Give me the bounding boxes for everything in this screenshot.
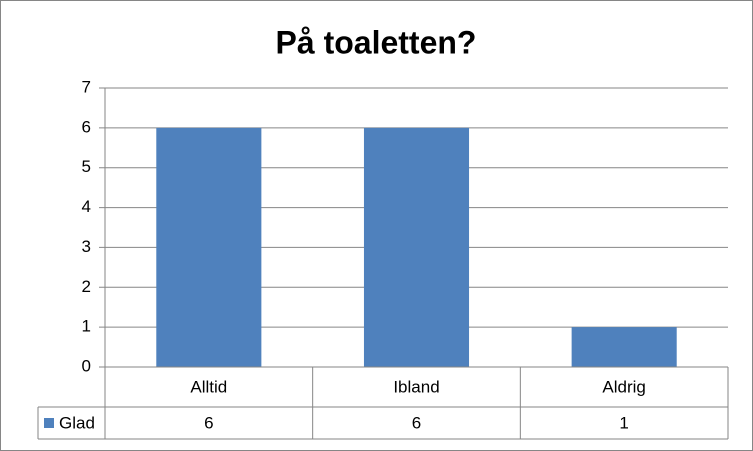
table-value: 1 [619, 413, 628, 432]
y-tick-label: 6 [82, 117, 91, 136]
x-tick-label: Alltid [190, 377, 227, 396]
table-value: 6 [412, 413, 421, 432]
y-tick-label: 3 [82, 237, 91, 256]
x-tick-label: Aldrig [602, 377, 645, 396]
chart-title: På toaletten? [276, 24, 477, 60]
bar [363, 127, 470, 367]
y-tick-label: 5 [82, 157, 91, 176]
y-tick-label: 0 [82, 356, 91, 375]
y-tick-label: 7 [82, 77, 91, 96]
y-tick-label: 4 [82, 197, 91, 216]
legend-label: Glad [59, 413, 95, 432]
bar [571, 327, 677, 367]
x-tick-label: Ibland [393, 377, 439, 396]
y-tick-label: 2 [82, 277, 91, 296]
bar [156, 127, 262, 367]
legend-key [44, 418, 54, 428]
table-value: 6 [204, 413, 213, 432]
y-tick-label: 1 [82, 317, 91, 336]
